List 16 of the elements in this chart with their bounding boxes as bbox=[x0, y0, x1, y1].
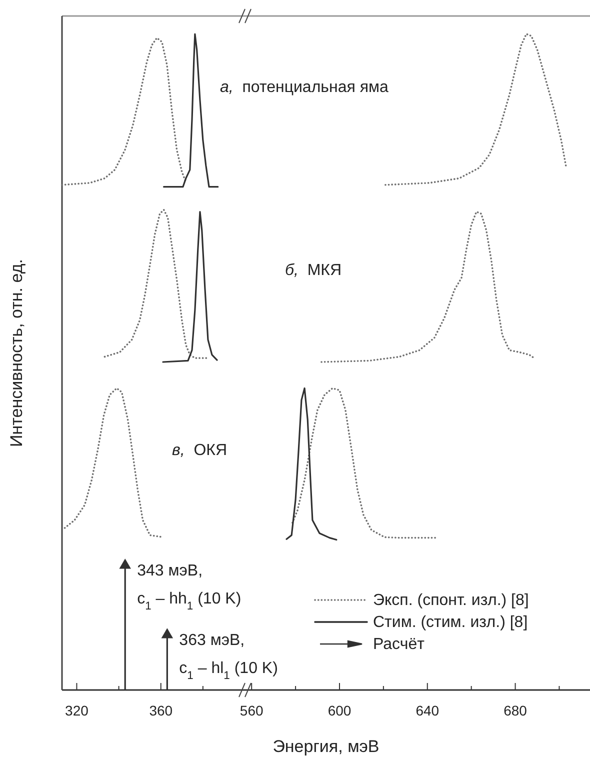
x-tick-label: 320 bbox=[65, 702, 89, 718]
annotation: а, потенциальная яма bbox=[220, 79, 389, 96]
x-axis-title: Энергия, мэВ bbox=[272, 737, 380, 756]
x-tick-label: 360 bbox=[149, 702, 173, 718]
x-tick-label: 680 bbox=[504, 702, 528, 718]
legend-label: Стим. (стим. изл.) [8] bbox=[373, 614, 528, 631]
annotation: 343 мэВ, c$_{1}$ – hh$_{1}$ (10 K) bbox=[137, 562, 242, 612]
annotation: в, ОКЯ bbox=[172, 442, 228, 459]
annotation: б, МКЯ bbox=[285, 262, 342, 279]
x-tick-label: 560 bbox=[240, 702, 264, 718]
annotation: 363 мэВ, c$_{1}$ – hl$_{1}$ (10 K) bbox=[179, 632, 278, 682]
x-tick-label: 640 bbox=[416, 702, 440, 718]
text: Расчёт bbox=[373, 636, 424, 653]
y-axis-title: Интенсивность, отн. ед. bbox=[7, 259, 26, 447]
x-tick-label: 600 bbox=[328, 702, 352, 718]
legend-label: Эксп. (спонт. изл.) [8] bbox=[373, 592, 529, 609]
